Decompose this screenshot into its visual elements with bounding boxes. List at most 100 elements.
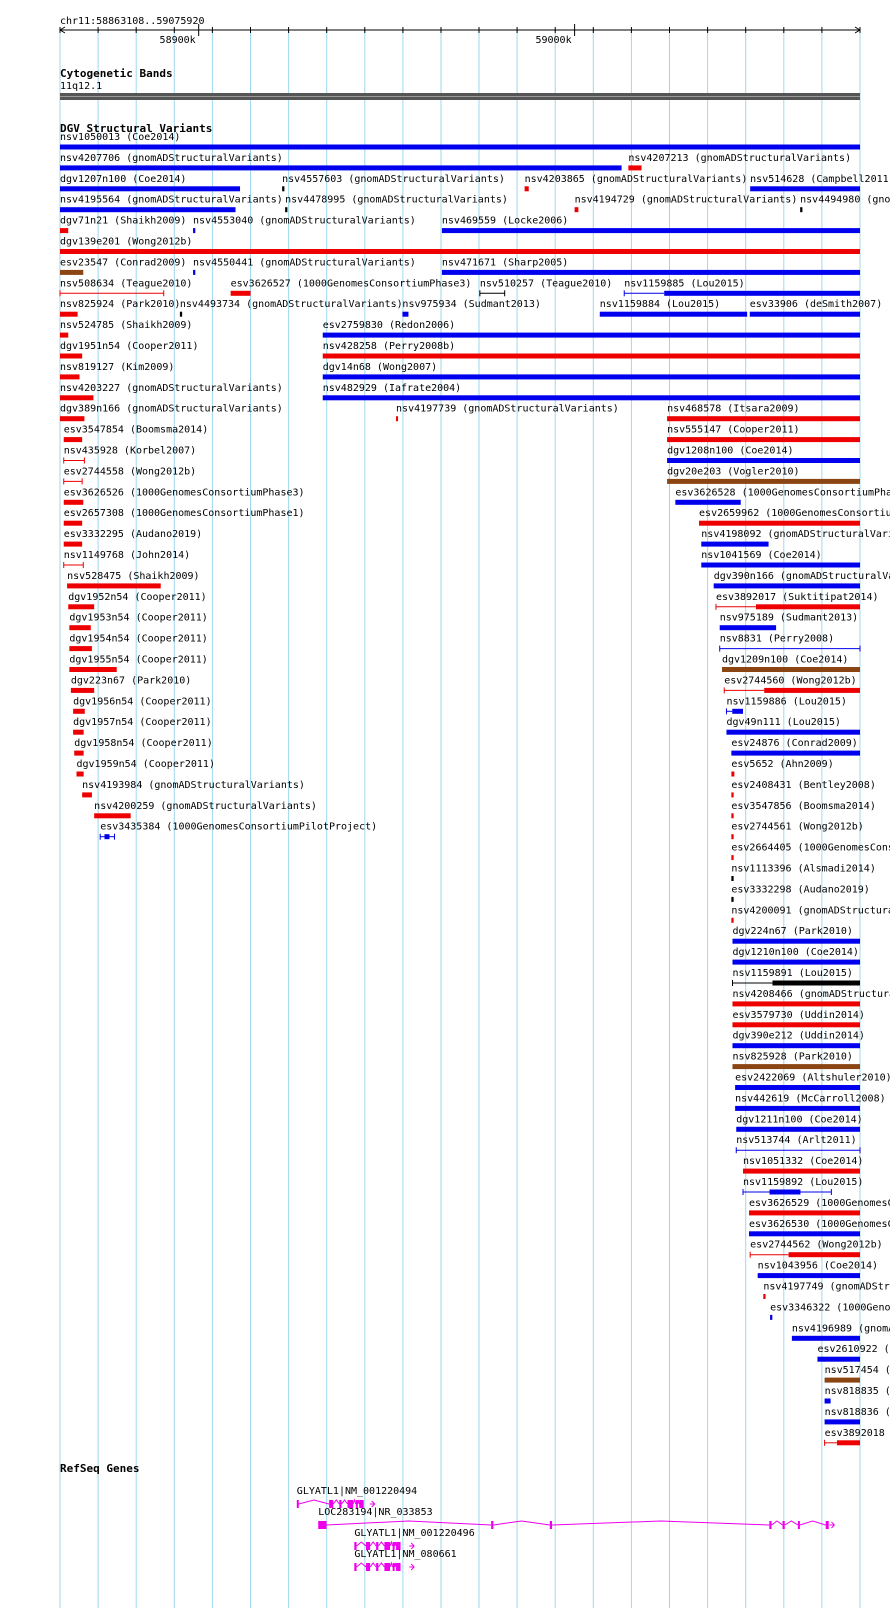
structural-variant[interactable]: nsv1159892 (Lou2015) <box>742 1177 863 1195</box>
structural-variant[interactable]: dgv49n111 (Lou2015) <box>726 717 860 735</box>
structural-variant[interactable]: dgv1954n54 (Cooper2011) <box>69 634 208 652</box>
structural-variant[interactable]: nsv4208466 (gnomADStructuralVariants) <box>732 989 890 1007</box>
structural-variant[interactable]: nsv975189 (Sudmant2013) <box>719 613 858 631</box>
structural-variant[interactable]: nsv4203227 (gnomADStructuralVariants) <box>60 383 283 401</box>
structural-variant[interactable]: esv5652 (Ahn2009) <box>731 759 834 777</box>
structural-variant[interactable]: nsv508634 (Teague2010) <box>59 278 192 297</box>
gene-model[interactable]: GLYATL1|NM_001220496 <box>354 1528 475 1550</box>
structural-variant[interactable]: esv3547856 (Boomsma2014) <box>731 801 876 819</box>
structural-variant[interactable]: esv33906 (deSmith2007) <box>749 299 882 317</box>
structural-variant[interactable]: nsv524785 (Shaikh2009) <box>60 320 192 338</box>
position-ruler[interactable]: chr11:58863108..59075920 58900k 59000k <box>59 16 861 46</box>
structural-variant[interactable]: nsv1159886 (Lou2015) <box>725 696 847 715</box>
gene-model[interactable]: GLYATL1|NM_001220494 <box>296 1486 417 1508</box>
structural-variant[interactable]: esv3626529 (1000GenomesConsortiumPhase3) <box>749 1198 890 1216</box>
structural-variant[interactable]: esv2422069 (Altshuler2010) <box>735 1073 890 1091</box>
structural-variant[interactable]: dgv390e212 (Uddin2014) <box>732 1031 865 1049</box>
structural-variant[interactable]: esv24876 (Conrad2009) <box>731 738 860 756</box>
structural-variant[interactable]: nsv482929 (Iafrate2004) <box>322 383 860 401</box>
structural-variant[interactable]: nsv4198092 (gnomADStructuralVariants) <box>701 529 890 547</box>
dgv-features[interactable]: nsv1050013 (Coe2014) nsv4207706 (gnomADSt… <box>59 132 890 1446</box>
structural-variant[interactable]: esv2744558 (Wong2012b) <box>63 466 196 485</box>
structural-variant[interactable]: nsv818836 (Wong2010) <box>824 1407 890 1425</box>
structural-variant[interactable]: dgv224n67 (Park2010) <box>732 926 860 944</box>
structural-variant[interactable]: dgv1953n54 (Cooper2011) <box>69 613 208 631</box>
structural-variant[interactable]: nsv4553040 (gnomADStructuralVariants) <box>193 216 416 234</box>
structural-variant[interactable]: nsv4478995 (gnomADStructuralVariants) <box>285 195 508 213</box>
structural-variant[interactable]: nsv1159891 (Lou2015) <box>731 968 860 986</box>
structural-variant[interactable]: esv3332295 (Audano2019) <box>63 529 202 547</box>
structural-variant[interactable]: dgv1951n54 (Cooper2011) <box>60 341 198 359</box>
gene-model[interactable]: LOC283194|NR_033853 <box>318 1507 835 1529</box>
structural-variant[interactable]: nsv428258 (Perry2008b) <box>322 341 860 359</box>
structural-variant[interactable]: dgv390n166 (gnomADStructuralVariants) <box>713 571 890 589</box>
structural-variant[interactable]: dgv389n166 (gnomADStructuralVariants) <box>60 404 283 422</box>
structural-variant[interactable]: esv3892018 (Suktitipat2014) <box>824 1428 890 1446</box>
structural-variant[interactable]: nsv1050013 (Coe2014) <box>60 132 860 150</box>
structural-variant[interactable]: nsv1159884 (Lou2015) <box>599 299 748 317</box>
structural-variant[interactable]: esv3579730 (Uddin2014) <box>732 1010 865 1028</box>
structural-variant[interactable]: nsv1149768 (John2014) <box>63 550 190 568</box>
refseq-genes-track[interactable]: RefSeq Genes GLYATL1|NM_001220494 LOC2831… <box>60 1462 835 1571</box>
structural-variant[interactable]: dgv71n21 (Shaikh2009) <box>60 216 186 234</box>
cytogenetic-bands-track[interactable]: Cytogenetic Bands 11q12.1 <box>60 67 860 100</box>
structural-variant[interactable]: nsv514628 (Campbell2011) <box>750 174 890 192</box>
structural-variant[interactable]: nsv8831 (Perry2008) <box>719 634 861 652</box>
structural-variant[interactable]: nsv4207706 (gnomADStructuralVariants) <box>60 153 622 171</box>
structural-variant[interactable]: esv2664405 (1000GenomesConsortiumPhase1) <box>731 843 890 861</box>
structural-variant[interactable]: nsv513744 (Arlt2011) <box>735 1135 861 1154</box>
structural-variant[interactable]: dgv1957n54 (Cooper2011) <box>73 717 212 735</box>
structural-variant[interactable]: esv2408431 (Bentley2008) <box>731 780 876 798</box>
dgv-structural-variants-track[interactable]: DGV Structural Variants nsv1050013 (Coe2… <box>59 122 890 1446</box>
structural-variant[interactable]: nsv555147 (Cooper2011) <box>667 425 860 443</box>
structural-variant[interactable]: nsv4200091 (gnomADStructuralVariants) <box>731 905 890 923</box>
structural-variant[interactable]: esv3346322 (1000GenomesConsortiumPhase3) <box>770 1302 890 1320</box>
structural-variant[interactable]: nsv818835 (Wong2010) <box>824 1386 890 1404</box>
structural-variant[interactable]: esv2657308 (1000GenomesConsortiumPhase1) <box>63 508 305 526</box>
structural-variant[interactable]: dgv1210n100 (Coe2014) <box>732 947 860 965</box>
structural-variant[interactable]: nsv825924 (Park2010) <box>60 299 180 317</box>
structural-variant[interactable]: esv2610922 (Mills2011) <box>817 1344 890 1362</box>
structural-variant[interactable]: nsv1113396 (Alsmadi2014) <box>731 864 876 882</box>
structural-variant[interactable]: nsv1041569 (Coe2014) <box>701 550 860 568</box>
refseq-genes[interactable]: GLYATL1|NM_001220494 LOC283194|NR_033853 G… <box>296 1486 835 1571</box>
structural-variant[interactable]: nsv4207213 (gnomADStructuralVariants) <box>628 153 851 171</box>
structural-variant[interactable]: esv3626528 (1000GenomesConsortiumPhase3) <box>675 487 890 505</box>
structural-variant[interactable]: nsv975934 (Sudmant2013) <box>402 299 541 317</box>
structural-variant[interactable]: dgv1959n54 (Cooper2011) <box>76 759 215 777</box>
structural-variant[interactable]: esv3892017 (Suktitipat2014) <box>715 592 879 610</box>
structural-variant[interactable]: nsv4197739 (gnomADStructuralVariants) <box>396 404 619 422</box>
structural-variant[interactable]: dgv1956n54 (Cooper2011) <box>73 696 212 714</box>
structural-variant[interactable]: esv3626530 (1000GenomesConsortiumPhase3) <box>749 1219 890 1237</box>
structural-variant[interactable]: esv3626527 (1000GenomesConsortiumPhase3) <box>230 278 472 296</box>
structural-variant[interactable]: dgv1211n100 (Coe2014) <box>736 1114 863 1132</box>
structural-variant[interactable]: nsv517454 (Sharp2006) <box>824 1365 890 1383</box>
structural-variant[interactable]: nsv442619 (McCarroll2008) <box>735 1093 886 1111</box>
structural-variant[interactable]: nsv1159885 (Lou2015) <box>623 278 860 297</box>
structural-variant[interactable]: nsv528475 (Shaikh2009) <box>67 571 200 589</box>
structural-variant[interactable]: nsv4550441 (gnomADStructuralVariants) <box>193 257 416 275</box>
structural-variant[interactable]: esv3626526 (1000GenomesConsortiumPhase3) <box>63 487 305 505</box>
structural-variant[interactable]: nsv1043956 (Coe2014) <box>757 1261 878 1279</box>
structural-variant[interactable]: nsv4194729 (gnomADStructuralVariants) <box>574 195 798 213</box>
structural-variant[interactable]: dgv223n67 (Park2010) <box>70 675 191 693</box>
structural-variant[interactable]: nsv468578 (Itsara2009) <box>667 404 860 422</box>
structural-variant[interactable]: nsv825928 (Park2010) <box>732 1052 860 1070</box>
structural-variant[interactable]: dgv1955n54 (Cooper2011) <box>69 655 208 673</box>
structural-variant[interactable]: nsv4493734 (gnomADStructuralVariants) <box>179 299 403 317</box>
structural-variant[interactable]: nsv471671 (Sharp2005) <box>441 257 860 275</box>
structural-variant[interactable]: nsv4196989 (gnomADStructuralVariants) <box>791 1323 890 1341</box>
structural-variant[interactable]: esv2659962 (1000GenomesConsortiumPhase1) <box>699 508 890 526</box>
structural-variant[interactable]: dgv20e203 (Vogler2010) <box>667 466 860 484</box>
structural-variant[interactable]: dgv1207n100 (Coe2014) <box>60 174 241 192</box>
structural-variant[interactable]: nsv435928 (Korbel2007) <box>63 446 196 464</box>
structural-variant[interactable]: esv23547 (Conrad2009) <box>60 257 186 275</box>
structural-variant[interactable]: nsv4203865 (gnomADStructuralVariants) <box>524 174 748 192</box>
structural-variant[interactable]: dgv14n68 (Wong2007) <box>322 362 860 380</box>
structural-variant[interactable]: dgv1208n100 (Coe2014) <box>667 446 860 464</box>
structural-variant[interactable]: esv2759830 (Redon2006) <box>322 320 860 338</box>
structural-variant[interactable]: nsv4197749 (gnomADStructuralVariants) <box>763 1282 890 1300</box>
structural-variant[interactable]: esv3332298 (Audano2019) <box>731 884 870 902</box>
structural-variant[interactable]: nsv4195564 (gnomADStructuralVariants) <box>60 195 283 213</box>
structural-variant[interactable]: nsv510257 (Teague2010) <box>479 278 612 297</box>
